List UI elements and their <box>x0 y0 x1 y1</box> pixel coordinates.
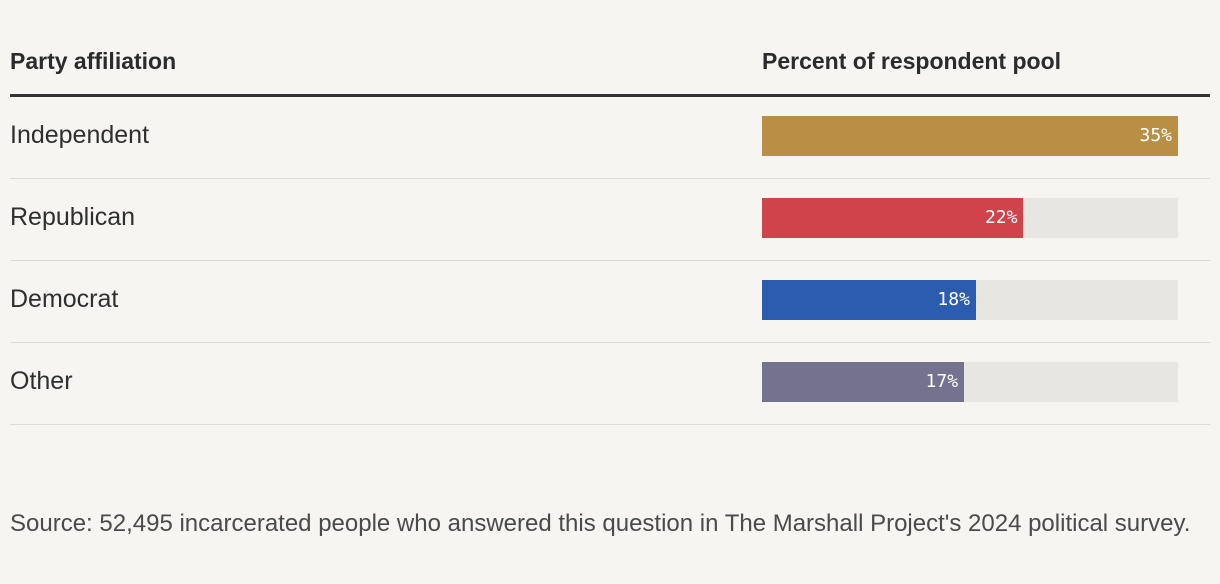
source-note: Source: 52,495 incarcerated people who a… <box>10 510 1191 537</box>
table-header: Party affiliation Percent of respondent … <box>10 48 1210 97</box>
row-label-democrat: Democrat <box>10 285 119 313</box>
bar-value-label: 35% <box>1139 125 1172 146</box>
table-row: Republican 22% <box>10 179 1210 261</box>
bar-value-label: 17% <box>925 371 959 392</box>
table-row: Independent 35% <box>10 97 1210 179</box>
party-affiliation-header: Party affiliation <box>10 48 177 74</box>
percent-header: Percent of respondent pool <box>762 48 1062 74</box>
bar-value-label: 18% <box>937 289 970 310</box>
bar-independent: 35% <box>762 116 1178 156</box>
bar-track: 35% <box>762 116 1178 156</box>
table-row: Democrat 18% <box>10 261 1210 343</box>
bar-value-label: 22% <box>984 207 1018 228</box>
row-label-republican: Republican <box>10 203 136 231</box>
bar-other: 17% <box>762 362 965 402</box>
bar-track: 17% <box>762 362 1178 402</box>
bar-track: 22% <box>762 198 1178 238</box>
row-label-independent: Independent <box>10 121 150 149</box>
bar-democrat: 18% <box>762 280 976 320</box>
bar-track: 18% <box>762 280 1178 320</box>
bar-republican: 22% <box>762 198 1024 238</box>
row-label-other: Other <box>10 367 73 395</box>
bar-chart: Independent 35% Republican 22% Democrat … <box>10 97 1210 425</box>
table-row: Other 17% <box>10 343 1210 425</box>
